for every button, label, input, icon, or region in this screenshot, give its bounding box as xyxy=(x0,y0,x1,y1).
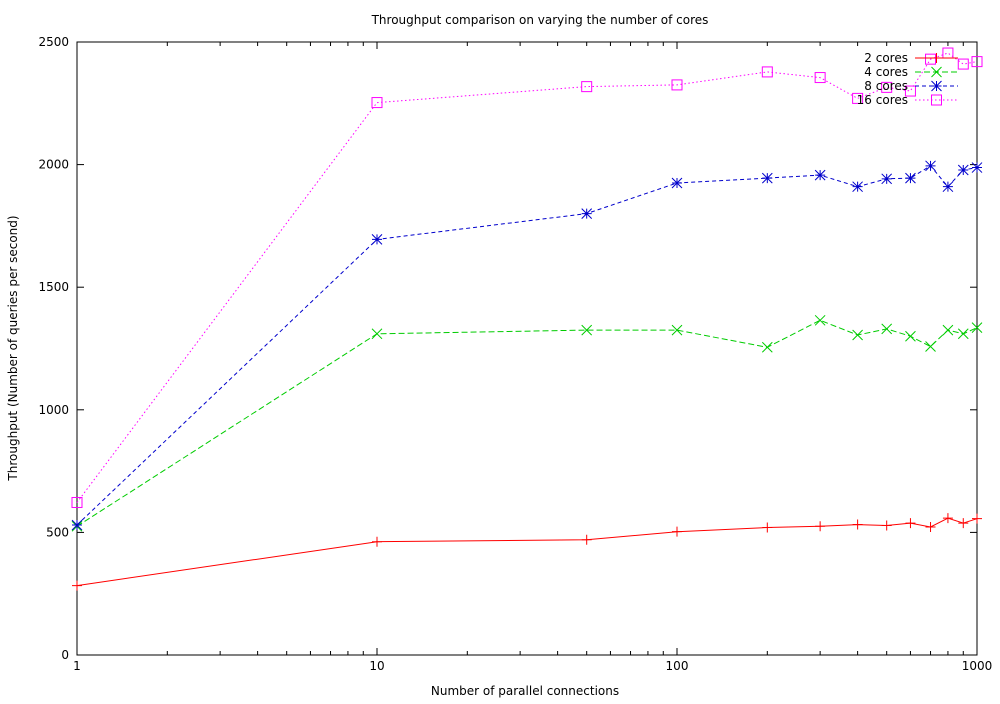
y-tick-label: 0 xyxy=(61,648,69,662)
series-line-4-cores xyxy=(76,319,978,527)
data-point-2-cores xyxy=(852,519,863,530)
data-point-8-cores xyxy=(814,169,826,181)
data-point-16-cores xyxy=(881,81,893,93)
data-point-16-cores xyxy=(957,58,969,70)
data-point-16-cores xyxy=(852,92,864,104)
data-point-8-cores xyxy=(881,173,893,185)
x-tick-label: 1000 xyxy=(962,659,993,673)
data-point-8-cores xyxy=(371,234,383,245)
data-point-16-cores xyxy=(671,79,683,91)
data-point-4-cores xyxy=(942,324,954,336)
data-point-8-cores xyxy=(957,164,969,176)
data-point-16-cores xyxy=(925,53,937,65)
y-tick-label: 1500 xyxy=(38,280,69,294)
data-point-8-cores xyxy=(971,162,983,173)
series-line-2-cores xyxy=(76,517,978,587)
data-point-2-cores xyxy=(881,520,892,531)
plot-area-border xyxy=(76,41,978,656)
data-point-4-cores xyxy=(371,328,383,340)
data-point-2-cores xyxy=(925,522,936,533)
data-point-16-cores xyxy=(904,85,916,97)
legend-label-8-cores: 8 cores xyxy=(864,79,908,93)
y-tick-label: 500 xyxy=(46,525,69,539)
data-point-16-cores xyxy=(71,496,83,508)
data-point-8-cores xyxy=(852,181,863,193)
legend-label-4-cores: 4 cores xyxy=(864,65,908,79)
series-4-cores xyxy=(71,314,983,532)
x-tick-label: 10 xyxy=(369,659,384,673)
series-line-8-cores xyxy=(76,165,978,526)
y-tick-label: 2500 xyxy=(38,35,69,49)
legend-marker-4-cores xyxy=(931,66,942,78)
data-point-4-cores xyxy=(925,341,936,352)
data-point-4-cores xyxy=(971,322,983,334)
data-point-2-cores xyxy=(372,536,382,547)
data-point-2-cores xyxy=(72,580,82,591)
data-point-2-cores xyxy=(815,521,826,532)
data-point-2-cores xyxy=(905,518,916,529)
data-point-8-cores xyxy=(905,172,916,184)
data-point-16-cores xyxy=(581,81,593,93)
data-point-16-cores xyxy=(942,47,954,59)
data-point-2-cores xyxy=(958,518,969,529)
y-tick-label: 2000 xyxy=(38,158,69,172)
data-point-4-cores xyxy=(761,341,773,353)
y-tick-label: 1000 xyxy=(38,403,69,417)
data-point-2-cores xyxy=(672,526,682,537)
data-point-8-cores xyxy=(71,519,83,531)
data-point-8-cores xyxy=(671,177,683,189)
data-point-4-cores xyxy=(581,324,593,336)
data-point-4-cores xyxy=(881,323,893,335)
data-point-8-cores xyxy=(925,160,936,172)
legend-marker-8-cores xyxy=(931,80,942,92)
data-point-4-cores xyxy=(671,324,683,336)
data-point-4-cores xyxy=(905,330,916,342)
legend-marker-16-cores xyxy=(931,94,942,106)
data-point-4-cores xyxy=(957,328,969,340)
data-point-2-cores xyxy=(762,522,773,533)
axes-ticks: 0 500 1000 1500 2000 2500 1 10 100 1000 xyxy=(38,35,992,673)
data-point-16-cores xyxy=(971,56,983,68)
x-tick-label: 100 xyxy=(666,659,689,673)
data-point-16-cores xyxy=(371,97,383,109)
data-point-8-cores xyxy=(581,208,593,219)
legend-label-16-cores: 16 cores xyxy=(857,93,908,107)
data-point-4-cores xyxy=(852,329,863,341)
x-tick-label: 1 xyxy=(73,659,81,673)
y-axis-title: Throughput (Number of queries per second… xyxy=(6,215,20,481)
chart-title: Throughput comparison on varying the num… xyxy=(371,13,709,27)
legend-marker-2-cores xyxy=(931,53,942,63)
legend-label-2-cores: 2 cores xyxy=(864,51,908,65)
series-16-cores xyxy=(71,47,983,508)
series-group xyxy=(71,47,983,591)
data-point-2-cores xyxy=(581,534,592,545)
series-8-cores xyxy=(71,160,983,531)
data-point-16-cores xyxy=(814,72,826,84)
data-point-4-cores xyxy=(814,314,826,326)
data-point-8-cores xyxy=(942,181,954,193)
series-line-16-cores xyxy=(76,52,978,503)
data-point-2-cores xyxy=(972,513,982,524)
x-axis-title: Number of parallel connections xyxy=(431,684,619,698)
data-point-8-cores xyxy=(761,172,773,184)
series-2-cores xyxy=(72,513,982,591)
data-point-16-cores xyxy=(761,66,773,78)
data-point-2-cores xyxy=(942,513,953,524)
